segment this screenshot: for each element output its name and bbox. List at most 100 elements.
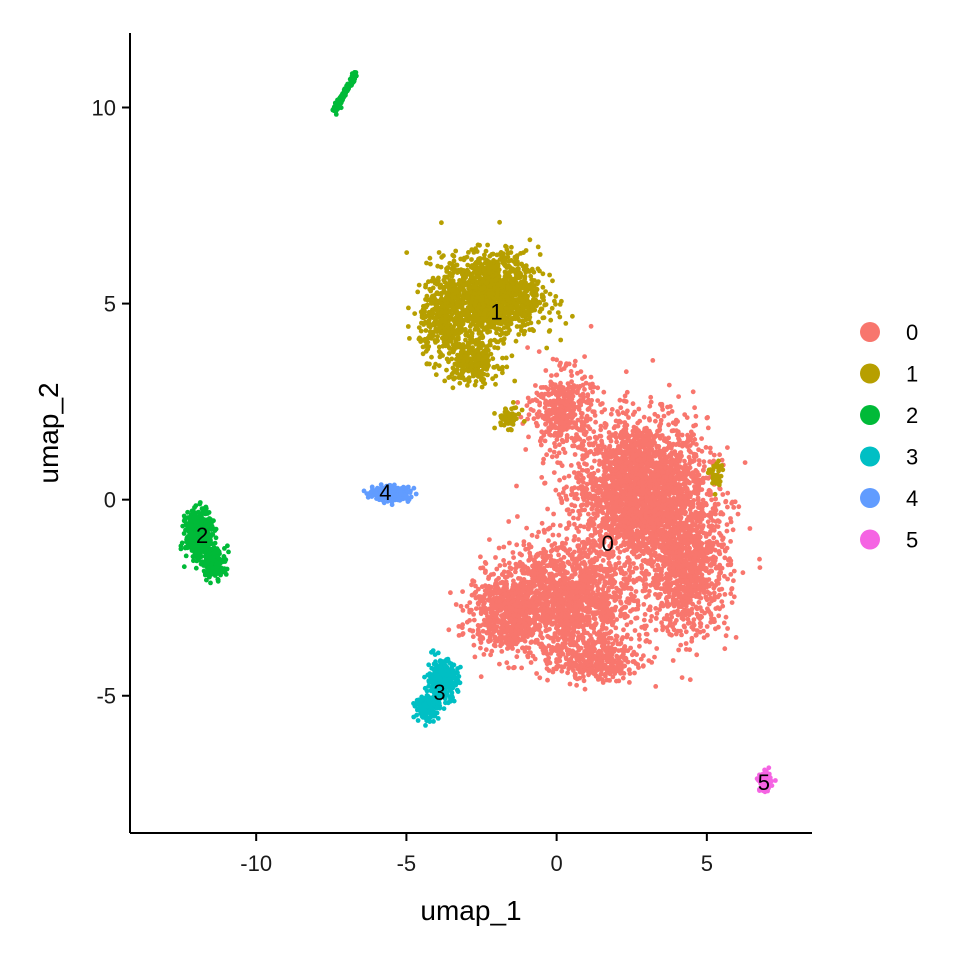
cluster-0-point — [652, 550, 658, 556]
cluster-0-point — [601, 598, 606, 604]
cluster-0-point — [600, 624, 605, 629]
cluster-0-point — [578, 523, 583, 529]
cluster-0-point — [618, 405, 624, 411]
cluster-0-point — [711, 452, 717, 458]
cluster-0-point — [585, 583, 591, 589]
cluster-0-point — [536, 529, 541, 535]
cluster-0-point — [523, 447, 529, 452]
cluster-0-point — [661, 497, 667, 503]
cluster-0-point — [661, 413, 667, 419]
cluster-0-point — [728, 539, 733, 544]
cluster-0-point — [611, 425, 617, 431]
cluster-0-point — [696, 585, 702, 591]
cluster-0-point — [581, 588, 586, 594]
cluster-0-point — [757, 556, 762, 562]
cluster-0-point — [693, 413, 699, 419]
cluster-0-point — [694, 442, 699, 447]
cluster-0-point — [651, 435, 656, 440]
cluster-0-point — [506, 665, 511, 671]
cluster-0-point — [648, 399, 654, 405]
cluster-0-point — [506, 560, 512, 566]
cluster-0-point — [546, 584, 552, 590]
cluster-0-point — [557, 477, 562, 483]
cluster-0-point — [733, 635, 739, 640]
cluster-0-point — [747, 526, 753, 531]
cluster-0-point — [648, 478, 653, 484]
cluster-0-point — [648, 618, 653, 624]
cluster-0-point — [693, 422, 698, 428]
cluster-0-point — [458, 603, 464, 609]
cluster-0-point — [686, 454, 692, 460]
cluster-0-point — [592, 616, 598, 622]
cluster-0-point — [641, 436, 646, 442]
cluster-0-point — [511, 555, 516, 560]
cluster-0-point — [701, 459, 707, 465]
cluster-0-point — [705, 425, 711, 431]
cluster-0-point — [639, 624, 645, 630]
cluster-0-point — [618, 599, 623, 605]
cluster-0-point — [623, 369, 629, 375]
cluster-0-point — [642, 426, 648, 432]
cluster-0-point — [586, 511, 591, 517]
cluster-0-point — [579, 603, 585, 609]
cluster-0-point — [694, 469, 700, 475]
cluster-0-point — [597, 592, 602, 597]
cluster-0-point — [617, 506, 623, 512]
cluster-0-point — [627, 486, 632, 491]
cluster-0-point — [689, 577, 695, 583]
cluster-0-point — [617, 397, 623, 403]
cluster-0-point — [507, 540, 512, 546]
cluster-0-point — [690, 474, 695, 479]
cluster-0-point — [694, 611, 700, 617]
cluster-0-point — [680, 510, 685, 516]
cluster-0-point — [674, 432, 680, 438]
cluster-0-point — [534, 671, 539, 676]
cluster-0-point — [548, 594, 554, 599]
cluster-0-point — [675, 467, 680, 472]
cluster-0-point — [581, 583, 587, 589]
cluster-0-point — [571, 470, 577, 475]
cluster-0-point — [606, 560, 612, 566]
cluster-0-point — [650, 442, 655, 448]
cluster-0-point — [682, 412, 688, 417]
cluster-0-point — [615, 588, 621, 594]
cluster-0-point — [496, 545, 502, 551]
cluster-0-point — [717, 570, 722, 576]
cluster-0-point — [528, 553, 533, 559]
cluster-0-point — [624, 389, 630, 395]
cluster-0-point — [584, 493, 589, 498]
cluster-0-point — [687, 465, 693, 471]
cluster-0-point — [618, 435, 624, 441]
cluster-0-point — [572, 358, 578, 364]
cluster-0-point — [562, 578, 568, 583]
cluster-0-point — [564, 536, 570, 542]
cluster-0-point — [633, 578, 639, 584]
cluster-0-point — [729, 600, 735, 605]
cluster-0-point — [702, 610, 707, 616]
cluster-0-point — [676, 647, 681, 653]
cluster-0-point — [692, 405, 697, 411]
cluster-0-point — [641, 502, 647, 507]
cluster-0-point — [549, 645, 555, 650]
cluster-0-point — [580, 636, 586, 642]
cluster-0-point — [636, 488, 642, 494]
cluster-0-point — [630, 501, 636, 507]
cluster-0-point — [606, 579, 612, 585]
cluster-0-point — [502, 562, 508, 568]
cluster-0-point — [537, 675, 543, 681]
cluster-0-point — [597, 458, 602, 464]
cluster-0-point — [602, 463, 607, 469]
cluster-0-point — [633, 425, 639, 431]
cluster-0-point — [658, 591, 663, 597]
cluster-0-point — [526, 650, 532, 656]
cluster-0-point — [635, 554, 641, 560]
cluster-0-point — [616, 411, 621, 417]
cluster-0-point — [725, 490, 731, 496]
cluster-0-point — [619, 468, 625, 474]
cluster-0-point — [643, 594, 649, 600]
cluster-0-point — [671, 490, 677, 496]
cluster-0-point — [664, 476, 669, 482]
cluster-0-point — [668, 526, 674, 532]
cluster-0-point — [657, 427, 663, 432]
cluster-0-point — [597, 476, 603, 482]
